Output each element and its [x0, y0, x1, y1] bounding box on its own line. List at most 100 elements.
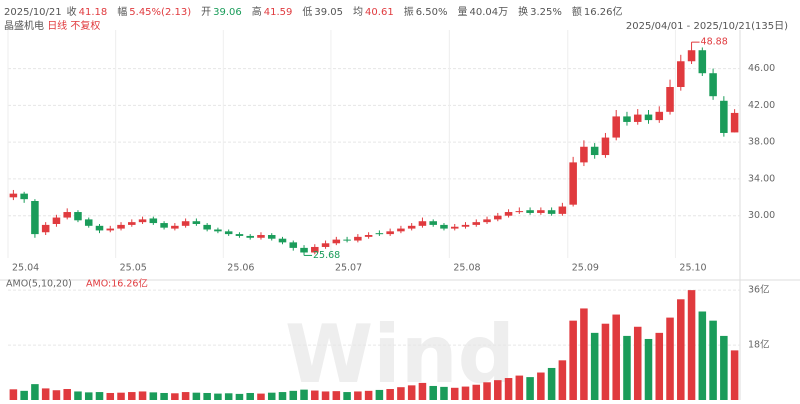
candle-body [354, 236, 362, 241]
field-label: 高 [251, 7, 262, 18]
volume-bar [20, 390, 28, 400]
volume-bar [63, 389, 71, 400]
candle-body [472, 222, 481, 225]
volume-bar [633, 326, 642, 400]
candle-body [483, 219, 491, 223]
candle-body [623, 116, 631, 122]
candle-body [41, 224, 50, 233]
volume-bar [515, 375, 524, 400]
candle-body [494, 215, 502, 220]
volume-bar [354, 391, 362, 400]
x-tick-label: 25.09 [572, 263, 599, 274]
volume-bar [160, 392, 168, 400]
max-label: 48.88 [701, 37, 728, 48]
volume-bar [687, 290, 696, 400]
candle-body [257, 235, 265, 238]
x-tick-label: 25.08 [453, 263, 480, 274]
candle-body [63, 212, 71, 218]
candle-body [20, 193, 28, 200]
volume-bar [720, 335, 728, 400]
candle-body [407, 225, 416, 229]
candle-body [192, 221, 201, 224]
adjust: 不复权 [70, 21, 101, 32]
volume-bar [289, 390, 298, 400]
field-label: 开 [201, 7, 212, 18]
candle-body [95, 225, 104, 231]
field-label: 均 [353, 7, 364, 18]
candle-body [386, 231, 394, 235]
volume-bar [494, 380, 502, 400]
candle-body [171, 225, 179, 229]
volume-bar [590, 332, 599, 400]
candle-body [52, 217, 61, 224]
volume-bar [278, 392, 287, 400]
volume-bar [677, 299, 685, 400]
candle-body [440, 224, 448, 229]
volume-bar [504, 378, 513, 400]
volume-bar [440, 386, 448, 400]
volume-bar [321, 391, 330, 400]
x-tick-label: 25.05 [120, 263, 147, 274]
field-value: 6.50% [415, 7, 448, 18]
candle-body [558, 206, 567, 214]
field-label: 换 [518, 7, 529, 18]
volume-bar [117, 392, 125, 400]
candle-body [9, 193, 18, 198]
candle-body [666, 87, 674, 112]
volume-bar [52, 390, 61, 400]
header-field: 收 41.18 [67, 7, 113, 18]
candle-body [343, 239, 351, 241]
volume-bar [612, 314, 620, 400]
candle-body [84, 219, 93, 226]
volume-bar [537, 372, 545, 400]
y-tick-label: 38.00 [748, 137, 775, 148]
field-value: 41.59 [263, 7, 293, 18]
volume-bar [580, 308, 588, 400]
period: 日线 [47, 21, 68, 32]
volume-bar [84, 392, 93, 400]
header-field: 均 40.61 [353, 7, 399, 18]
volume-bar [709, 320, 717, 400]
candle-body [203, 224, 211, 230]
volume-bar [472, 384, 481, 400]
candle-body [504, 212, 513, 216]
candle-body [569, 162, 577, 205]
candle-body [214, 229, 222, 232]
candle-body [698, 50, 707, 74]
candle-body [720, 100, 728, 133]
field-label: 量 [457, 7, 468, 18]
candle-body [128, 222, 136, 225]
header-field: 额 16.26亿 [572, 7, 628, 18]
stock-name: 晶盛机电 [4, 21, 44, 32]
candle-body [429, 221, 437, 225]
y-tick-label: 42.00 [748, 100, 775, 111]
volume-bar [192, 392, 201, 400]
candle-body [450, 226, 459, 229]
header-field: 幅 5.45%(2.13) [117, 7, 196, 18]
candle-body [515, 211, 524, 213]
header-field: 振 6.50% [404, 7, 453, 18]
volume-bar [203, 392, 211, 400]
volume-bar [106, 392, 115, 400]
volume-bar [224, 393, 233, 400]
candle-body [687, 50, 696, 62]
candle-body [289, 242, 298, 248]
field-value: 40.04万 [469, 7, 509, 18]
volume-bar [31, 384, 39, 400]
candle-body [311, 246, 319, 253]
volume-bar [698, 311, 707, 400]
volume-bar [461, 386, 470, 400]
volume-bar [95, 392, 104, 400]
candle-body [526, 210, 534, 213]
candle-body [397, 228, 405, 232]
candle-body [224, 231, 233, 235]
volume-bar [311, 390, 319, 400]
volume-bar [483, 382, 491, 400]
volume-bar [9, 389, 18, 400]
volume-bar [655, 332, 664, 400]
volume-bar [138, 391, 147, 400]
min-label: 25.68 [313, 250, 340, 261]
candle-body [580, 146, 588, 163]
volume-bar [300, 389, 308, 400]
x-tick-label: 25.04 [12, 263, 39, 274]
